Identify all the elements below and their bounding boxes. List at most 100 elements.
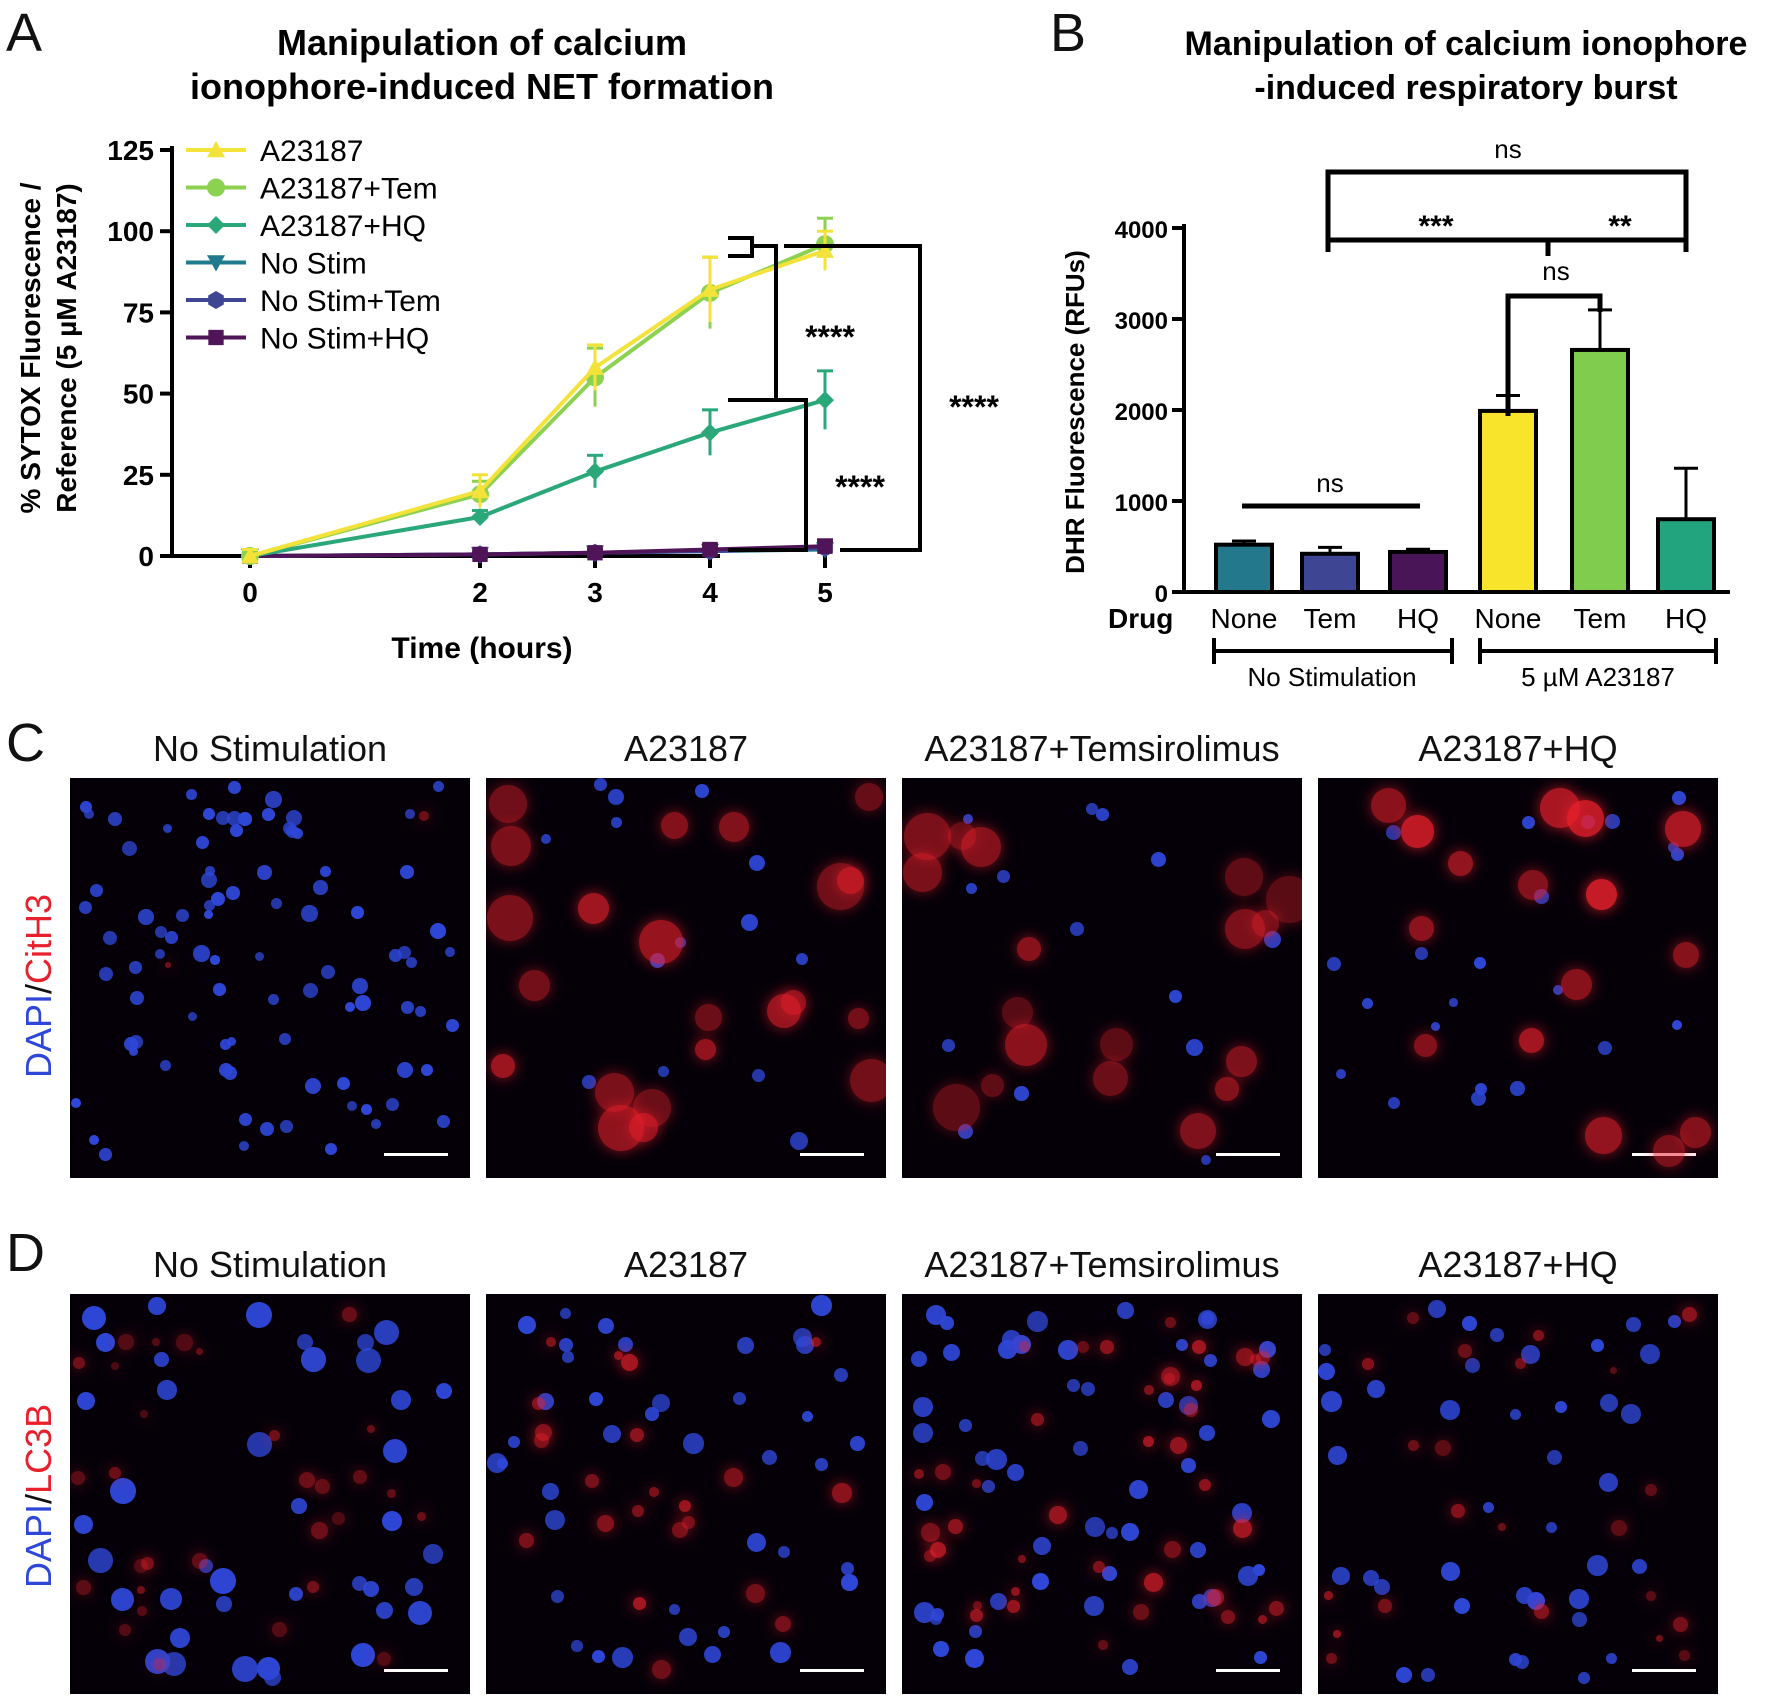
stained-cell [165, 962, 172, 969]
nucleus [361, 1104, 373, 1116]
chart-b-axes [1172, 224, 1730, 594]
stained-cell [1611, 1520, 1628, 1537]
chart-b-bars [1214, 308, 1716, 595]
nucleus [1621, 1404, 1641, 1424]
nucleus [1374, 1579, 1391, 1596]
stained-cell [1207, 1589, 1225, 1607]
nucleus [518, 1316, 537, 1335]
nucleus [376, 1602, 394, 1620]
nucleus [1671, 848, 1685, 862]
stained-cell [1448, 851, 1473, 876]
nucleus [1367, 1380, 1386, 1399]
nucleus [124, 1037, 138, 1051]
stained-cell [519, 1533, 534, 1548]
stained-cell [311, 1522, 328, 1539]
nucleus [749, 855, 766, 872]
stained-cell [307, 1581, 319, 1593]
nucleus [82, 1306, 107, 1331]
nucleus [170, 1628, 191, 1649]
nucleus [1587, 1555, 1608, 1576]
nucleus [239, 1141, 250, 1152]
stained-cell [1533, 1330, 1545, 1342]
chart-b-title-line2: -induced respiratory burst [1254, 69, 1677, 107]
nucleus [669, 1604, 681, 1616]
nucleus [264, 1669, 281, 1686]
y-tick-label: 4000 [1115, 217, 1168, 244]
nucleus [741, 914, 759, 932]
nucleus [108, 812, 122, 826]
stained-cell [1031, 1413, 1044, 1426]
nucleus [408, 1601, 433, 1626]
stained-cell [1019, 1341, 1031, 1353]
nucleus [1600, 1394, 1619, 1413]
group-bracket [1212, 638, 1454, 664]
data-point [701, 423, 719, 442]
legend-item: No Stim+Tem [186, 285, 441, 318]
stained-cell [1250, 1354, 1262, 1366]
stained-cell [695, 1004, 722, 1031]
bar [1214, 542, 1274, 594]
nucleus [508, 1436, 520, 1448]
stained-cell [1653, 1135, 1686, 1168]
micrograph-c-a23187 [486, 778, 886, 1178]
chart-a-ylabel-line2: Reference (5 µM A23187) [51, 183, 82, 512]
stained-cell [299, 1472, 316, 1489]
legend-item: A23187 [186, 135, 363, 168]
micrograph-d-a23187-hq [1318, 1294, 1718, 1694]
nucleus [347, 1101, 358, 1112]
nucleus [1440, 1400, 1461, 1421]
nucleus [1515, 1655, 1530, 1670]
nucleus [415, 1006, 427, 1018]
bar-chart-b: Manipulation of calcium ionophore -induc… [1060, 25, 1747, 692]
nucleus [430, 923, 447, 940]
stained-cell [377, 1652, 391, 1666]
stained-cell [1401, 815, 1434, 848]
nucleus [1254, 1651, 1267, 1664]
stained-cell [1585, 1117, 1622, 1154]
stained-cell [1098, 1640, 1108, 1650]
nucleus [1129, 1480, 1149, 1500]
nucleus [911, 1351, 928, 1368]
nucleus [1522, 816, 1536, 830]
nucleus [291, 1498, 307, 1514]
stained-cell [1258, 1615, 1268, 1625]
nucleus [220, 1039, 231, 1050]
nucleus [122, 841, 138, 857]
bar [1300, 551, 1360, 595]
data-point [587, 545, 603, 561]
nucleus [778, 1546, 790, 1558]
stained-cell [1680, 1117, 1712, 1149]
nucleus [71, 1098, 82, 1109]
sig-bracket-a1 [728, 236, 778, 402]
stained-cell [775, 1616, 792, 1633]
nucleus [400, 865, 415, 880]
stained-cell [961, 827, 1002, 868]
stained-cell [649, 1487, 659, 1497]
stained-cell [134, 1559, 149, 1574]
chart-a-xlabel: Time (hours) [391, 632, 572, 665]
stained-cell [630, 1428, 644, 1442]
stained-cell [1409, 916, 1435, 942]
nucleus [421, 1064, 434, 1077]
sig-label-a3: **** [949, 389, 999, 425]
nucleus [1591, 1339, 1604, 1352]
stained-cell [153, 1658, 167, 1672]
stained-cell [196, 1348, 204, 1356]
bar [1478, 408, 1538, 594]
stained-cell [519, 970, 550, 1001]
sig-label-b4: ns [1542, 256, 1569, 286]
nucleus [1421, 1668, 1435, 1682]
nucleus [247, 1432, 272, 1457]
nucleus [913, 1397, 933, 1417]
nucleus [1428, 1300, 1447, 1319]
row-c-title-4: A23187+HQ [1418, 728, 1618, 769]
stained-cell [73, 1357, 85, 1369]
stained-cell [137, 1586, 146, 1595]
nucleus [363, 1581, 380, 1598]
nucleus [193, 945, 210, 962]
data-point [472, 546, 488, 563]
stained-cell [1518, 870, 1548, 900]
y-tick-label: 0 [138, 541, 154, 572]
nucleus [594, 778, 608, 792]
nucleus [279, 1033, 292, 1046]
